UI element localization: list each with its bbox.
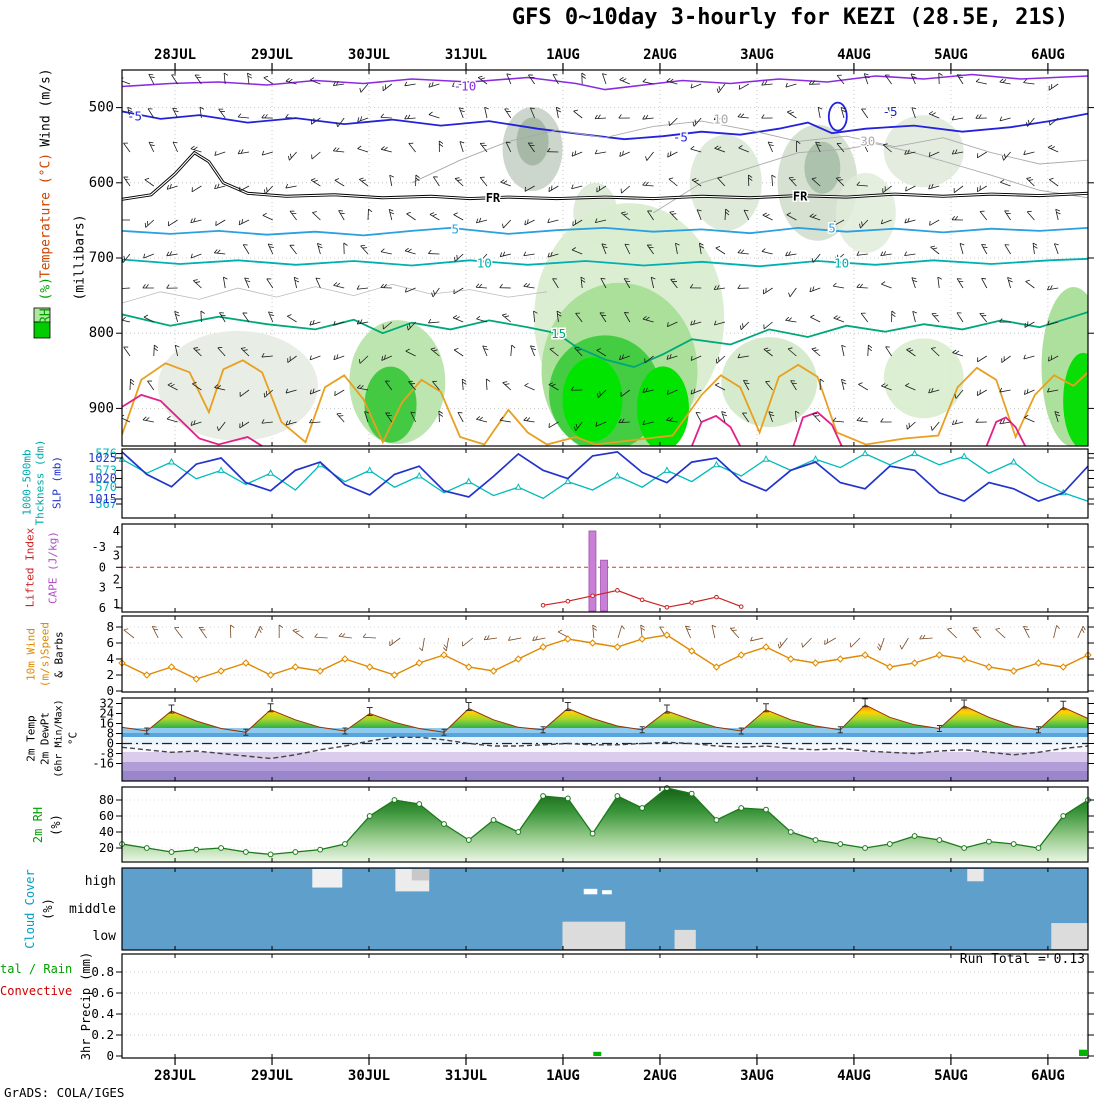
svg-text:10: 10 <box>713 112 728 127</box>
svg-text:2: 2 <box>113 573 120 587</box>
svg-text:24: 24 <box>100 707 114 721</box>
svg-text:28JUL: 28JUL <box>154 47 196 63</box>
svg-text:16: 16 <box>100 717 114 731</box>
cape-bar <box>588 530 597 612</box>
cloud-patch <box>967 869 984 882</box>
svg-text:31JUL: 31JUL <box>445 1068 487 1084</box>
cloud-patch <box>583 888 598 895</box>
svg-text:3AUG: 3AUG <box>740 1068 774 1084</box>
svg-text:6: 6 <box>99 601 106 615</box>
svg-text:29JUL: 29JUL <box>251 1068 293 1084</box>
upper-air-wind-barbs <box>122 72 1061 432</box>
svg-text:900: 900 <box>89 400 114 416</box>
svg-text:576: 576 <box>95 447 117 461</box>
svg-text:0.4: 0.4 <box>91 1006 114 1021</box>
svg-text:0.8: 0.8 <box>91 964 114 979</box>
svg-text:10: 10 <box>834 255 849 270</box>
svg-text:2AUG: 2AUG <box>643 47 677 63</box>
svg-text:3: 3 <box>113 548 120 562</box>
cloud-patch <box>674 929 696 949</box>
svg-text:40: 40 <box>99 824 114 839</box>
svg-text:1: 1 <box>113 597 120 611</box>
svg-text:FR: FR <box>793 189 808 203</box>
precip-bar <box>1079 1049 1087 1056</box>
svg-text:-5: -5 <box>882 104 897 119</box>
svg-text:6AUG: 6AUG <box>1031 47 1065 63</box>
svg-text:4AUG: 4AUG <box>837 47 871 63</box>
svg-text:29JUL: 29JUL <box>251 47 293 63</box>
svg-text:4: 4 <box>113 524 120 538</box>
svg-text:3AUG: 3AUG <box>740 47 774 63</box>
precip-bar <box>593 1051 602 1056</box>
svg-text:28JUL: 28JUL <box>154 1068 196 1084</box>
cape-bar <box>600 559 608 612</box>
svg-text:600: 600 <box>89 175 114 191</box>
svg-text:5: 5 <box>828 221 836 236</box>
rh-legend-light <box>33 307 51 323</box>
svg-text:-16: -16 <box>92 757 114 771</box>
svg-text:FR: FR <box>486 191 501 205</box>
svg-text:700: 700 <box>89 250 114 266</box>
svg-text:31JUL: 31JUL <box>445 47 487 63</box>
chart-title: GFS 0~10day 3-hourly for KEZI (28.5E, 21… <box>511 4 1069 30</box>
svg-text:573: 573 <box>95 463 117 477</box>
svg-text:2: 2 <box>106 667 114 682</box>
cloud-patch <box>411 869 430 881</box>
svg-text:0: 0 <box>106 683 114 698</box>
svg-text:32: 32 <box>100 697 114 711</box>
svg-text:20: 20 <box>99 840 114 855</box>
svg-text:0: 0 <box>99 560 106 574</box>
cloud-patch <box>562 921 626 949</box>
panel-10m-wind <box>118 624 1092 683</box>
svg-text:-5: -5 <box>673 130 688 145</box>
svg-text:30JUL: 30JUL <box>348 47 390 63</box>
svg-text:800: 800 <box>89 325 114 341</box>
panel-upper-air: -10 -5 -5 -5 5 5 10 10 15 10 30 FR FR <box>122 70 1088 446</box>
svg-text:1020: 1020 <box>88 472 117 486</box>
rh-legend-bright <box>33 321 51 339</box>
svg-text:570: 570 <box>95 480 117 494</box>
svg-text:-10: -10 <box>454 79 477 94</box>
svg-text:1AUG: 1AUG <box>546 1068 580 1084</box>
svg-text:1015: 1015 <box>88 492 117 506</box>
svg-text:567: 567 <box>95 497 117 511</box>
svg-text:1025: 1025 <box>88 451 117 465</box>
svg-text:500: 500 <box>89 100 114 116</box>
rh-fill <box>122 788 1088 861</box>
svg-text:1AUG: 1AUG <box>546 47 580 63</box>
cloud-patch <box>312 869 343 888</box>
svg-text:60: 60 <box>99 808 114 823</box>
svg-text:0: 0 <box>106 1048 114 1063</box>
svg-text:3: 3 <box>99 581 106 595</box>
svg-text:80: 80 <box>99 792 114 807</box>
panel-slp-thickness <box>118 449 1089 503</box>
svg-text:5AUG: 5AUG <box>934 47 968 63</box>
svg-text:0.2: 0.2 <box>91 1027 114 1042</box>
svg-text:10: 10 <box>477 255 492 270</box>
cloud-patch <box>602 890 612 895</box>
svg-text:8: 8 <box>107 727 114 741</box>
cloud-patch <box>1051 923 1088 949</box>
svg-text:30JUL: 30JUL <box>348 1068 390 1084</box>
svg-text:15: 15 <box>551 326 566 341</box>
svg-text:30: 30 <box>860 133 875 148</box>
svg-text:6AUG: 6AUG <box>1031 1068 1065 1084</box>
svg-text:2AUG: 2AUG <box>643 1068 677 1084</box>
svg-text:-3: -3 <box>92 540 106 554</box>
svg-text:-8: -8 <box>100 747 114 761</box>
svg-text:5: 5 <box>452 221 460 236</box>
svg-text:5AUG: 5AUG <box>934 1068 968 1084</box>
svg-text:4: 4 <box>106 651 114 666</box>
svg-text:6: 6 <box>106 635 114 650</box>
svg-text:0.6: 0.6 <box>91 985 114 1000</box>
svg-text:0: 0 <box>107 737 114 751</box>
svg-text:-5: -5 <box>127 109 142 124</box>
svg-text:4AUG: 4AUG <box>837 1068 871 1084</box>
svg-text:8: 8 <box>106 619 114 634</box>
